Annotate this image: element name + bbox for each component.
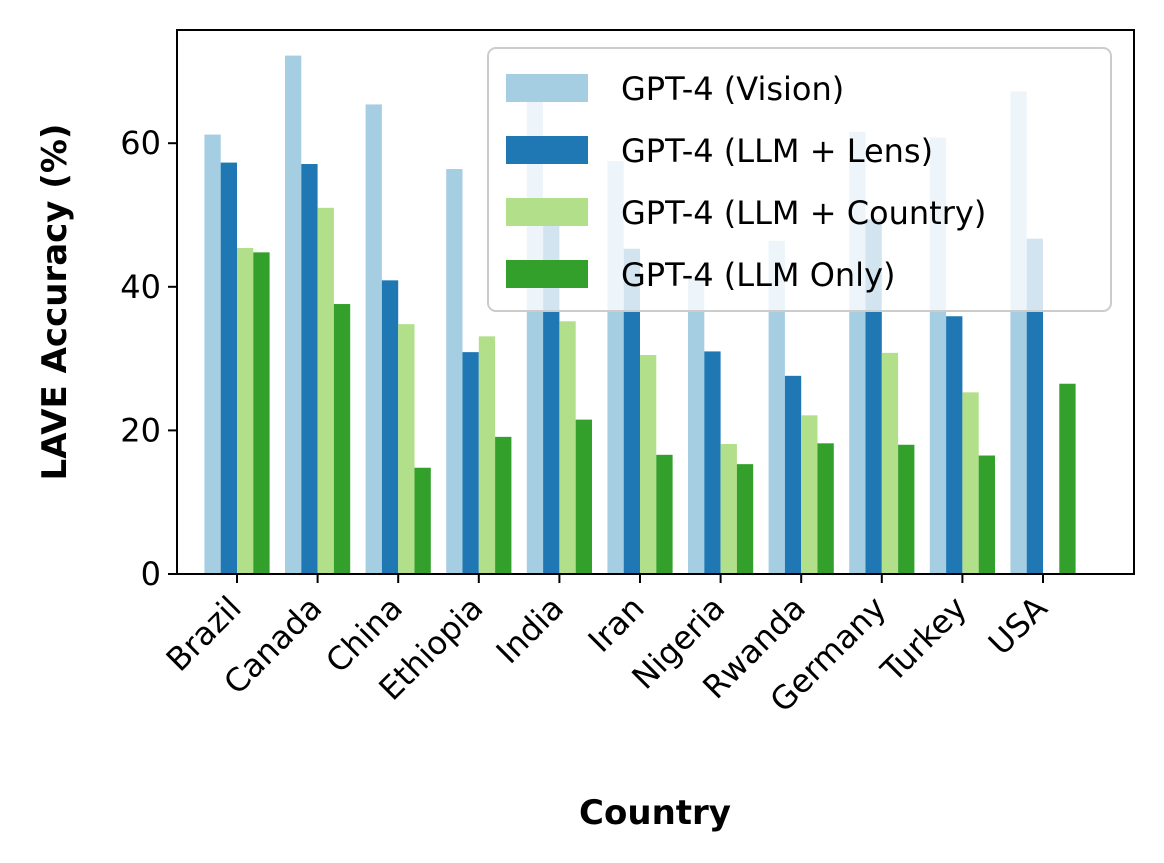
bar-germany-series-4 <box>898 444 915 574</box>
legend-swatch-3 <box>506 198 588 226</box>
legend-swatch-4 <box>506 260 588 288</box>
x-tick-label-usa: USA <box>981 589 1055 663</box>
bar-rwanda-series-3 <box>801 415 818 574</box>
bar-turkey-series-3 <box>962 392 979 574</box>
bar-turkey-series-4 <box>978 455 995 574</box>
legend-label-1: GPT-4 (Vision) <box>621 70 844 108</box>
bar-rwanda-series-4 <box>817 443 834 574</box>
bar-usa-series-4 <box>1059 383 1076 574</box>
bar-nigeria-series-4 <box>736 464 754 574</box>
bar-china-series-1 <box>365 104 382 575</box>
y-tick-label: 0 <box>141 555 161 593</box>
bar-nigeria-series-1 <box>688 278 705 574</box>
bar-canada-series-3 <box>317 207 334 574</box>
bar-usa-series-2 <box>1026 238 1043 574</box>
bar-ethiopia-series-3 <box>478 336 496 574</box>
legend-label-4: GPT-4 (LLM Only) <box>621 256 895 294</box>
bar-india-series-3 <box>559 321 576 574</box>
bar-germany-series-3 <box>881 352 899 574</box>
bar-iran-series-2 <box>623 248 640 574</box>
bar-brazil-series-2 <box>220 162 237 574</box>
bar-nigeria-series-2 <box>704 351 721 574</box>
y-tick-label: 40 <box>120 268 161 306</box>
legend-label-2: GPT-4 (LLM + Lens) <box>621 132 933 170</box>
y-tick-label: 60 <box>120 124 161 162</box>
bar-china-series-4 <box>414 467 431 574</box>
bars-layer <box>204 55 1076 575</box>
x-tick-label-turkey: Turkey <box>873 589 974 690</box>
legend-swatch-1 <box>506 74 588 102</box>
x-axis-title: Country <box>579 793 731 833</box>
bar-india-series-4 <box>575 419 592 574</box>
y-tick-label: 20 <box>120 411 161 449</box>
bar-china-series-3 <box>398 324 415 574</box>
y-axis: 0 20 40 60 <box>120 124 177 593</box>
x-tick-label-india: India <box>489 589 571 671</box>
bar-ethiopia-series-1 <box>446 169 463 575</box>
bar-canada-series-4 <box>333 304 351 574</box>
x-tick-label-iran: Iran <box>581 589 652 660</box>
legend-label-3: GPT-4 (LLM + Country) <box>621 194 986 232</box>
legend: GPT-4 (Vision) GPT-4 (LLM + Lens) GPT-4 (L… <box>487 47 1112 312</box>
bar-iran-series-4 <box>656 454 673 574</box>
y-axis-title: LAVE Accuracy (%) <box>35 124 75 481</box>
bar-canada-series-2 <box>301 164 318 574</box>
legend-box <box>487 47 1112 312</box>
legend-swatch-2 <box>506 136 588 164</box>
bar-canada-series-1 <box>285 55 302 575</box>
bar-brazil-series-1 <box>204 134 221 574</box>
bar-brazil-series-3 <box>237 248 254 574</box>
bar-iran-series-3 <box>640 355 657 574</box>
bar-rwanda-series-1 <box>768 240 785 574</box>
bar-brazil-series-4 <box>253 252 270 574</box>
plot-frame <box>176 29 1135 575</box>
bar-china-series-2 <box>381 280 399 574</box>
bar-rwanda-series-2 <box>784 375 802 574</box>
bar-ethiopia-series-4 <box>495 436 512 574</box>
bar-nigeria-series-3 <box>720 444 737 574</box>
bar-turkey-series-2 <box>946 316 963 574</box>
bar-ethiopia-series-2 <box>462 352 479 574</box>
